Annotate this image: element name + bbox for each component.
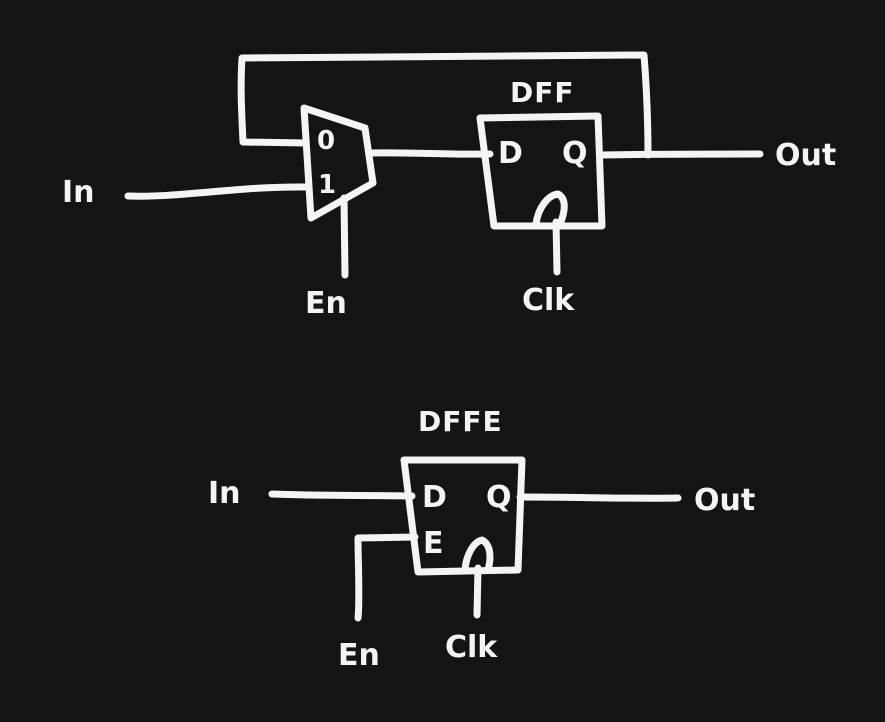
dffe-block (400, 456, 526, 576)
top-clock-wire (552, 218, 561, 276)
bottom-input-wire (268, 490, 416, 500)
dff-d-label: D (498, 136, 523, 171)
bottom-in-label: In (208, 476, 241, 511)
mux-block (300, 104, 377, 222)
dffe-q-label: Q (486, 480, 512, 515)
dffe-clock-triangle (461, 536, 494, 574)
top-clk-label: Clk (522, 283, 575, 318)
dff-q-label: Q (562, 136, 588, 171)
bottom-output-wire (516, 493, 682, 502)
top-output-wire (598, 150, 764, 159)
bottom-clock-wire (473, 564, 482, 619)
top-input-wire (124, 183, 309, 200)
top-enable-wire (340, 194, 349, 279)
bottom-en-label: En (338, 638, 380, 673)
bottom-clk-label: Clk (445, 630, 498, 665)
top-circuit: In En Clk Out 0 1 DFF D Q (62, 51, 836, 321)
dff-title: DFF (510, 76, 575, 109)
dff-block (476, 112, 606, 230)
dffe-e-label: E (423, 526, 444, 561)
mux-input0-label: 0 (317, 126, 335, 156)
dff-clock-triangle (532, 190, 568, 228)
top-out-label: Out (775, 138, 836, 173)
top-en-label: En (305, 286, 347, 321)
top-in-label: In (62, 175, 95, 210)
bottom-out-label: Out (694, 483, 755, 518)
dffe-title: DFFE (418, 405, 503, 438)
dffe-d-label: D (422, 480, 447, 515)
feedback-wire (237, 51, 652, 159)
bottom-enable-wire (354, 533, 419, 622)
mux-input1-label: 1 (318, 170, 336, 200)
bottom-circuit: In En Clk Out DFFE D Q E (208, 405, 755, 673)
mux-to-dff-wire (368, 149, 494, 158)
